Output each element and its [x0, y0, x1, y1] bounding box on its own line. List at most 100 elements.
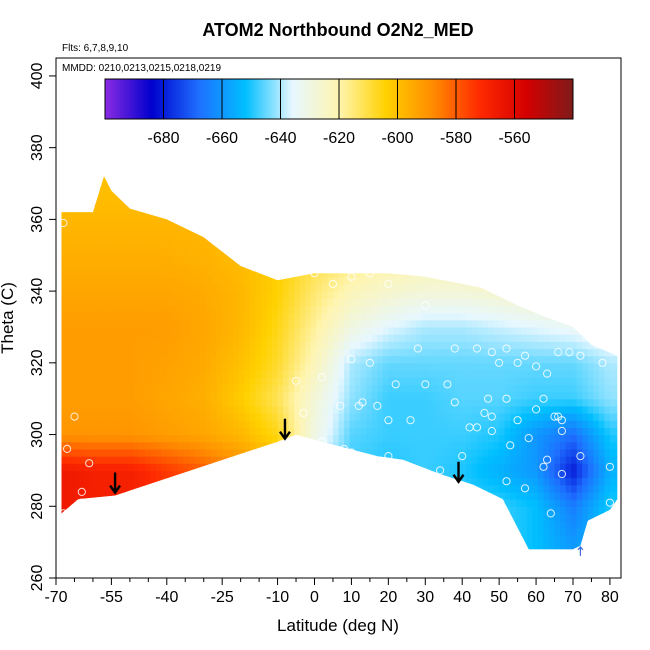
heatmap-cell: [404, 312, 412, 321]
heatmap-cell: [177, 212, 184, 220]
heatmap-cell: [283, 362, 290, 371]
heatmap-cell: [321, 233, 329, 242]
heatmap-cell: [61, 391, 63, 400]
heatmap-cell: [205, 370, 212, 378]
heatmap-cell: [166, 384, 173, 393]
heatmap-cell: [493, 484, 500, 493]
heatmap-cell: [238, 391, 245, 400]
heatmap-cell: [194, 233, 201, 242]
heatmap-cell: [471, 413, 478, 421]
heatmap-cell: [404, 283, 412, 292]
heatmap-cell: [238, 370, 245, 378]
heatmap-cell: [222, 427, 229, 436]
heatmap-cell: [94, 190, 101, 199]
heatmap-cell: [61, 448, 63, 457]
heatmap-cell: [72, 176, 79, 177]
heatmap-cell: [377, 341, 384, 350]
heatmap-cell: [255, 556, 261, 564]
heatmap-cell: [510, 190, 517, 199]
heatmap-cell: [454, 240, 461, 249]
heatmap-cell: [144, 484, 151, 493]
heatmap-cell: [283, 291, 290, 299]
heatmap-cell: [155, 341, 162, 350]
heatmap-cell: [205, 248, 212, 256]
heatmap-cell: [460, 534, 467, 543]
heatmap-cell: [393, 484, 401, 493]
heatmap-cell: [310, 520, 317, 529]
heatmap-cell: [399, 291, 406, 299]
heatmap-cell: [504, 190, 511, 199]
heatmap-cell: [283, 556, 289, 564]
heatmap-cell: [188, 240, 196, 249]
heatmap-cell: [360, 197, 367, 206]
heatmap-cell: [277, 341, 284, 350]
heatmap-cell: [432, 413, 439, 421]
heatmap-cell: [488, 556, 494, 564]
heatmap-cell: [128, 506, 135, 515]
heatmap-cell: [67, 326, 74, 335]
heatmap-cell: [161, 477, 168, 486]
heatmap-cell: [537, 233, 545, 242]
heatmap-cell: [305, 319, 312, 328]
heatmap-cell: [504, 377, 511, 385]
heatmap-cell: [94, 520, 101, 529]
heatmap-cell: [344, 312, 351, 321]
heatmap-cell: [543, 549, 549, 557]
heatmap-cell: [61, 384, 68, 393]
heatmap-cell: [471, 183, 478, 192]
heatmap-cell: [338, 513, 345, 522]
heatmap-cell: [349, 319, 356, 328]
heatmap-cell: [355, 477, 362, 486]
heatmap-cell: [504, 477, 511, 486]
heatmap-cell: [249, 420, 257, 428]
heatmap-cell: [421, 441, 428, 450]
heatmap-cell: [116, 470, 124, 479]
heatmap-cell: [133, 513, 140, 522]
heatmap-cell: [150, 441, 157, 450]
heatmap-cell: [410, 420, 417, 428]
heatmap-cell: [382, 291, 389, 299]
heatmap-cell: [393, 219, 401, 228]
heatmap-cell: [188, 298, 196, 307]
heatmap-cell: [454, 269, 461, 278]
heatmap-cell: [216, 212, 223, 220]
heatmap-cell: [227, 477, 234, 486]
heatmap-cell: [111, 391, 118, 400]
heatmap-cell: [305, 205, 312, 213]
heatmap-cell: [532, 549, 538, 557]
heatmap-cell: [332, 283, 340, 292]
heatmap-cell: [460, 197, 467, 206]
heatmap-cell: [404, 255, 412, 264]
heatmap-cell: [338, 506, 345, 515]
heatmap-cell: [94, 248, 101, 256]
heatmap-cell: [283, 212, 290, 220]
heatmap-cell: [139, 491, 146, 500]
heatmap-cell: [111, 334, 118, 342]
heatmap-cell: [299, 434, 306, 443]
heatmap-cell: [205, 283, 212, 292]
heatmap-cell: [128, 319, 135, 328]
heatmap-cell: [61, 283, 68, 292]
heatmap-cell: [249, 377, 257, 385]
heatmap-cell: [454, 484, 461, 493]
heatmap-cell: [89, 477, 96, 486]
heatmap-cell: [72, 226, 79, 235]
heatmap-cell: [272, 326, 279, 335]
heatmap-cell: [321, 391, 329, 400]
heatmap-cell: [205, 176, 212, 185]
heatmap-cell: [116, 269, 124, 278]
heatmap-cell: [244, 219, 251, 228]
heatmap-cell: [116, 377, 124, 385]
heatmap-cell: [537, 520, 545, 529]
heatmap-cell: [310, 240, 317, 249]
heatmap-cell: [305, 355, 312, 364]
heatmap-cell: [388, 248, 395, 256]
heatmap-cell: [78, 420, 85, 428]
heatmap-cell: [133, 527, 140, 536]
heatmap-cell: [188, 319, 196, 328]
heatmap-cell: [316, 205, 323, 213]
heatmap-cell: [416, 413, 423, 421]
heatmap-cell: [172, 341, 179, 350]
heatmap-cell: [161, 226, 168, 235]
heatmap-cell: [211, 463, 218, 472]
